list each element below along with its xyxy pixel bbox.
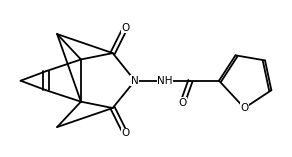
Text: O: O bbox=[121, 23, 129, 33]
Text: O: O bbox=[178, 98, 187, 108]
Text: N: N bbox=[131, 76, 139, 86]
Text: O: O bbox=[240, 103, 248, 113]
Text: O: O bbox=[121, 128, 129, 138]
Text: NH: NH bbox=[157, 76, 173, 86]
